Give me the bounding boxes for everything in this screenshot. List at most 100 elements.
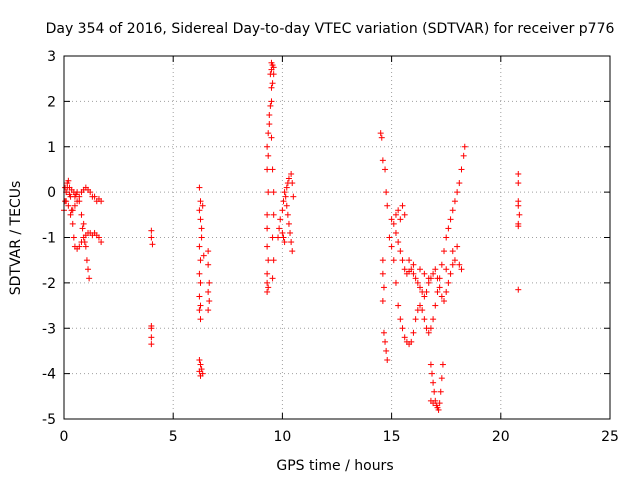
data-point [430, 270, 437, 277]
data-point [270, 211, 277, 218]
data-point [390, 257, 397, 264]
data-point [197, 257, 204, 264]
data-point [456, 261, 463, 268]
x-tick-label: 25 [601, 429, 619, 445]
data-point [281, 239, 288, 246]
x-tick-label: 20 [492, 429, 510, 445]
data-point [379, 157, 386, 164]
data-point [264, 211, 271, 218]
data-point [264, 279, 271, 286]
data-point [200, 252, 207, 259]
data-point [384, 357, 391, 364]
data-point [416, 302, 423, 309]
data-point [198, 234, 205, 241]
data-point [425, 275, 432, 282]
data-point [443, 234, 450, 241]
data-point [380, 329, 387, 336]
y-tick-label: -2 [42, 276, 56, 292]
data-point [79, 225, 86, 232]
data-point [85, 266, 92, 273]
data-point [434, 275, 441, 282]
data-point [205, 288, 212, 295]
data-point [432, 266, 439, 273]
data-point [388, 216, 395, 223]
data-points [61, 59, 523, 413]
data-point [269, 80, 276, 87]
data-point [76, 243, 83, 250]
data-point [383, 347, 390, 354]
data-point [447, 216, 454, 223]
data-point [379, 298, 386, 305]
data-point [445, 279, 452, 286]
data-point [276, 225, 283, 232]
data-point [382, 338, 389, 345]
data-point [205, 307, 212, 314]
data-point [289, 248, 296, 255]
data-point [456, 180, 463, 187]
data-point [76, 198, 83, 205]
data-point [264, 270, 271, 277]
data-point [516, 211, 523, 218]
data-point [515, 202, 522, 209]
data-point [451, 257, 458, 264]
x-tick-label: 10 [273, 429, 291, 445]
data-point [279, 207, 286, 214]
data-point [206, 279, 213, 286]
data-point [410, 329, 417, 336]
data-point [388, 243, 395, 250]
data-point [196, 207, 203, 214]
data-point [267, 102, 274, 109]
data-point [392, 279, 399, 286]
data-point [205, 248, 212, 255]
data-point [196, 368, 203, 375]
data-point [438, 375, 445, 382]
data-point [270, 71, 277, 78]
data-point [148, 325, 155, 332]
data-point [432, 302, 439, 309]
data-point [197, 279, 204, 286]
data-point [265, 189, 272, 196]
data-point [431, 388, 438, 395]
data-point [268, 134, 275, 141]
data-point [148, 341, 155, 348]
data-point [285, 220, 292, 227]
data-point [429, 370, 436, 377]
data-point [515, 180, 522, 187]
data-point [410, 261, 417, 268]
data-point [66, 191, 73, 198]
data-point [283, 184, 290, 191]
data-point [148, 227, 155, 234]
data-point [430, 400, 437, 407]
data-point [277, 216, 284, 223]
data-point [408, 266, 415, 273]
data-point [264, 166, 271, 173]
data-point [390, 220, 397, 227]
x-tick-label: 0 [60, 429, 69, 445]
data-point [86, 275, 93, 282]
data-point [91, 193, 98, 200]
data-point [412, 275, 419, 282]
data-point [270, 257, 277, 264]
data-point [196, 270, 203, 277]
data-point [198, 225, 205, 232]
data-point [265, 130, 272, 137]
data-point [269, 166, 276, 173]
data-point [69, 207, 76, 214]
data-point [280, 198, 287, 205]
data-point [515, 223, 522, 230]
x-tick-labels: 0 5 10 15 20 25 [60, 429, 619, 445]
data-point [461, 143, 468, 150]
data-point [148, 334, 155, 341]
data-point [265, 152, 272, 159]
data-point [264, 143, 271, 150]
data-point [264, 243, 271, 250]
data-point [397, 248, 404, 255]
data-point [197, 302, 204, 309]
data-point [264, 225, 271, 232]
data-point [406, 257, 413, 264]
y-tick-label: 1 [47, 140, 56, 156]
data-point [454, 189, 461, 196]
data-point [427, 325, 434, 332]
